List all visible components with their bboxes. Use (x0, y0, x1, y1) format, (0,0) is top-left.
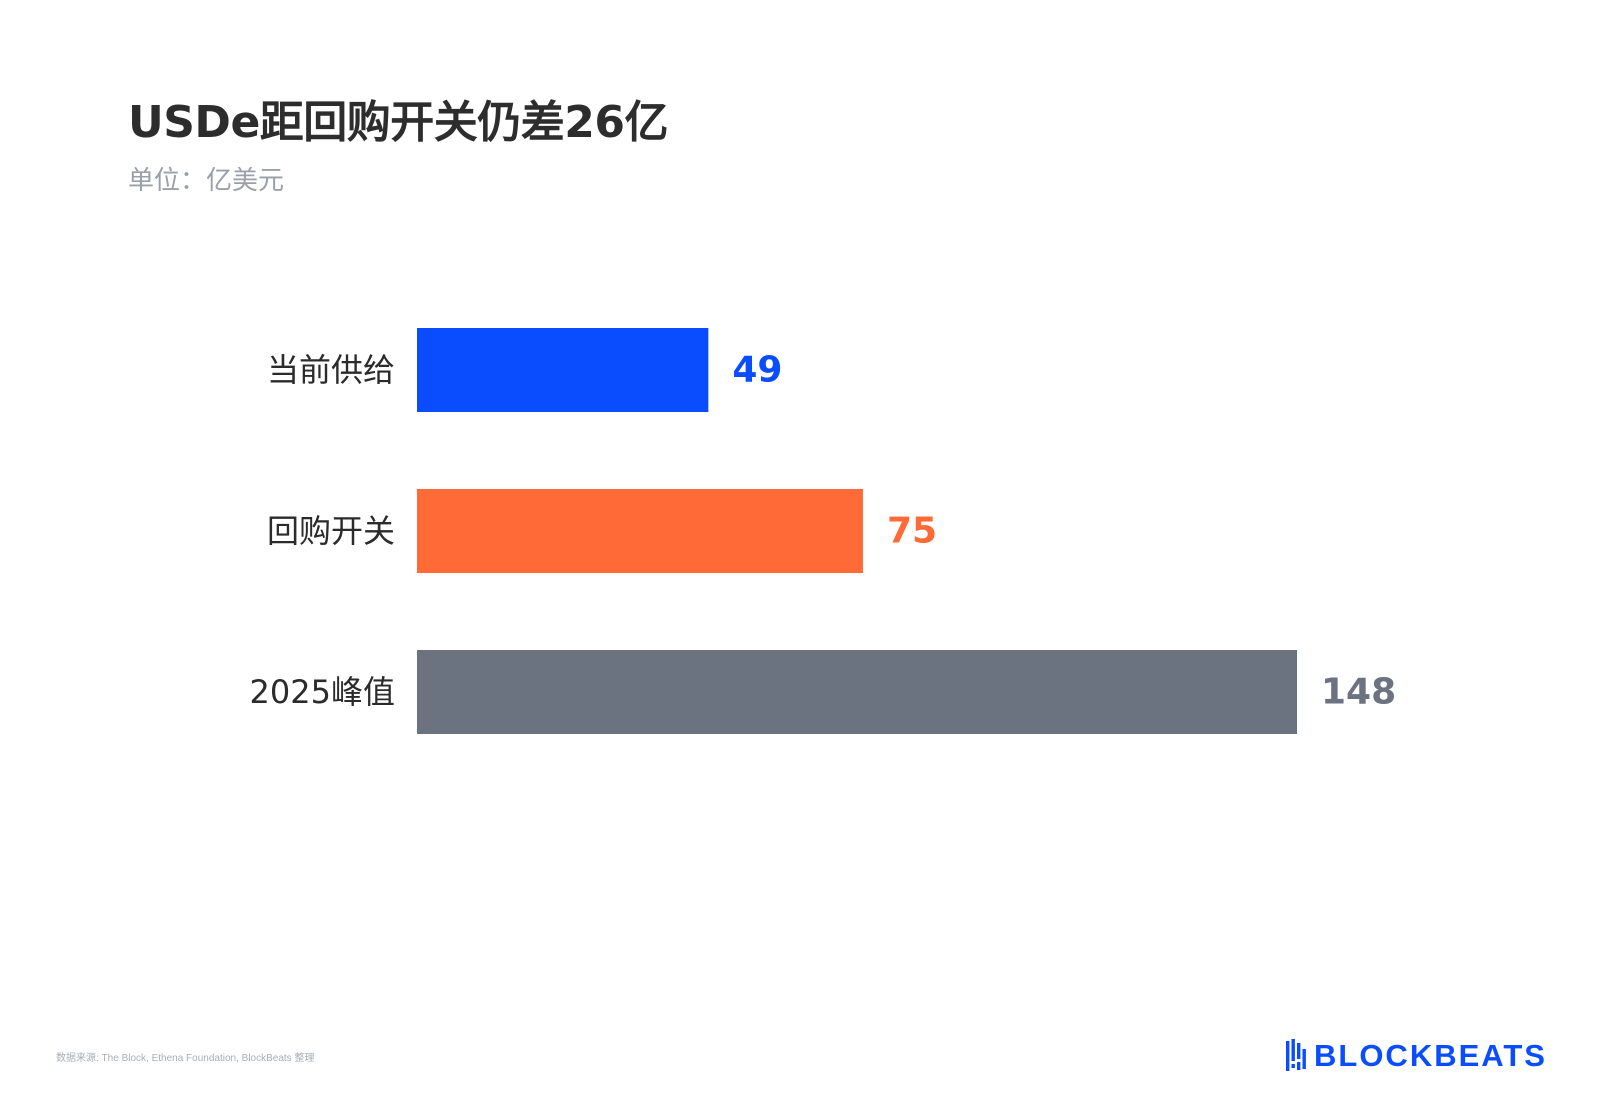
value-label: 148 (1321, 672, 1396, 713)
blockbeats-logo-icon (1286, 1039, 1306, 1071)
category-label: 当前供给 (267, 351, 395, 389)
source-note: 数据来源: The Block, Ethena Foundation, Bloc… (56, 1053, 315, 1064)
category-label: 2025峰值 (250, 673, 395, 711)
brand-logo: BLOCKBEATS (1286, 1038, 1547, 1074)
bar (417, 328, 709, 412)
page-title: USDe距回购开关仍差26亿 (128, 97, 669, 148)
category-label: 回购开关 (267, 512, 395, 550)
bar (417, 489, 863, 573)
logo-wordmark: BLOCKBEATS (1314, 1038, 1547, 1073)
bar (417, 650, 1297, 734)
chart-subtitle: 单位：亿美元 (128, 166, 285, 196)
value-label: 49 (732, 350, 782, 391)
value-label: 75 (887, 511, 937, 552)
